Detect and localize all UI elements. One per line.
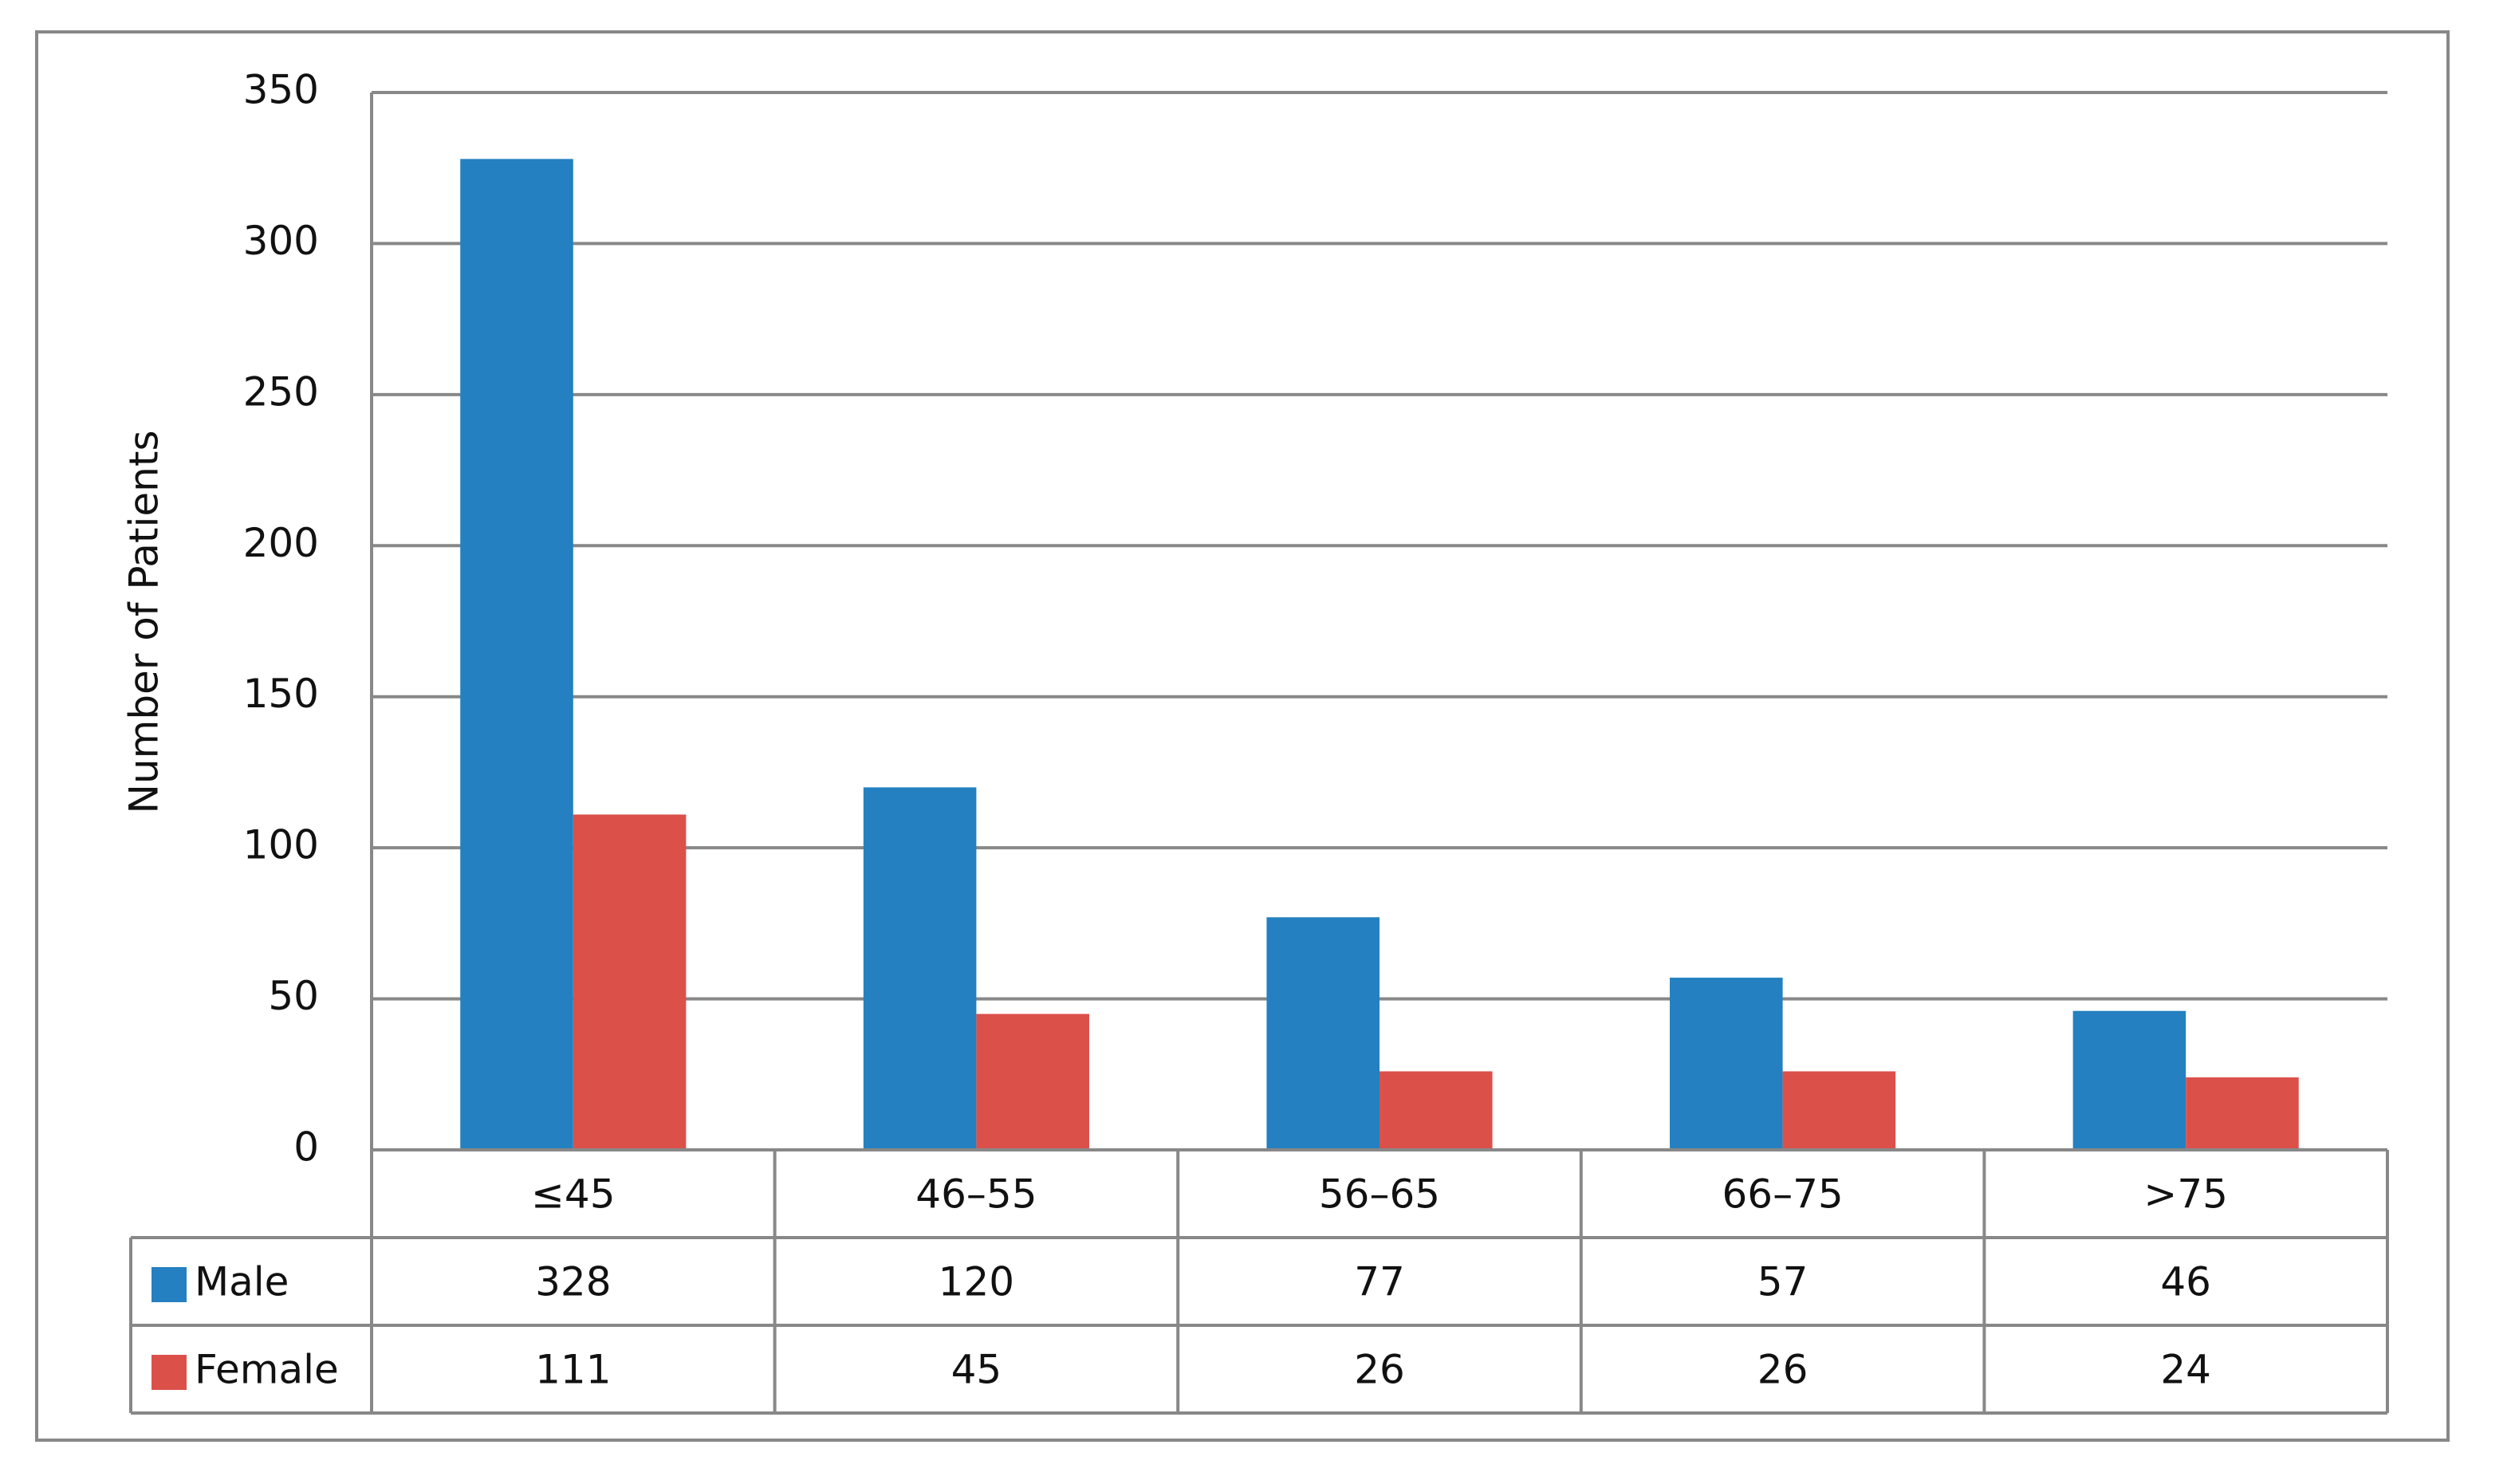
x-tick-label: >75 [2143,1171,2228,1218]
x-tick-label: 66–75 [1722,1171,1843,1218]
table-value: 45 [951,1347,1002,1393]
y-tick-label: 0 [293,1124,319,1171]
y-tick-label: 200 [243,520,319,566]
legend-label: Male [195,1259,289,1305]
y-tick-label: 300 [243,218,319,264]
x-tick-label: 46–55 [915,1171,1037,1218]
y-tick-label: 100 [243,822,319,868]
y-tick-label: 250 [243,368,319,415]
bar [2186,1077,2299,1150]
bar [1380,1071,1493,1150]
table-value: 24 [2160,1347,2211,1393]
table-value: 120 [939,1259,1014,1305]
legend-swatch [152,1355,187,1390]
table-value: 57 [1757,1259,1809,1305]
x-tick-label: ≤45 [531,1171,616,1218]
bar [1670,978,1783,1150]
y-axis-label: Number of Patients [121,431,167,814]
table-value: 26 [1354,1347,1405,1393]
bar [863,787,977,1150]
bar [1782,1071,1896,1150]
table-value: 26 [1757,1347,1809,1393]
table-value: 328 [535,1259,611,1305]
table-value: 111 [535,1347,611,1393]
bar [460,159,573,1150]
bar [573,814,687,1150]
x-tick-label: 56–65 [1319,1171,1440,1218]
table-value: 46 [2160,1259,2211,1305]
bar [2072,1010,2186,1150]
y-tick-label: 350 [243,67,319,113]
bar [1266,917,1380,1150]
legend-swatch [152,1267,187,1302]
chart-border [35,30,2450,1442]
legend-label: Female [195,1347,339,1393]
bar [976,1014,1089,1150]
table-value: 77 [1354,1259,1405,1305]
y-tick-label: 50 [268,973,319,1019]
y-tick-label: 150 [243,671,319,717]
